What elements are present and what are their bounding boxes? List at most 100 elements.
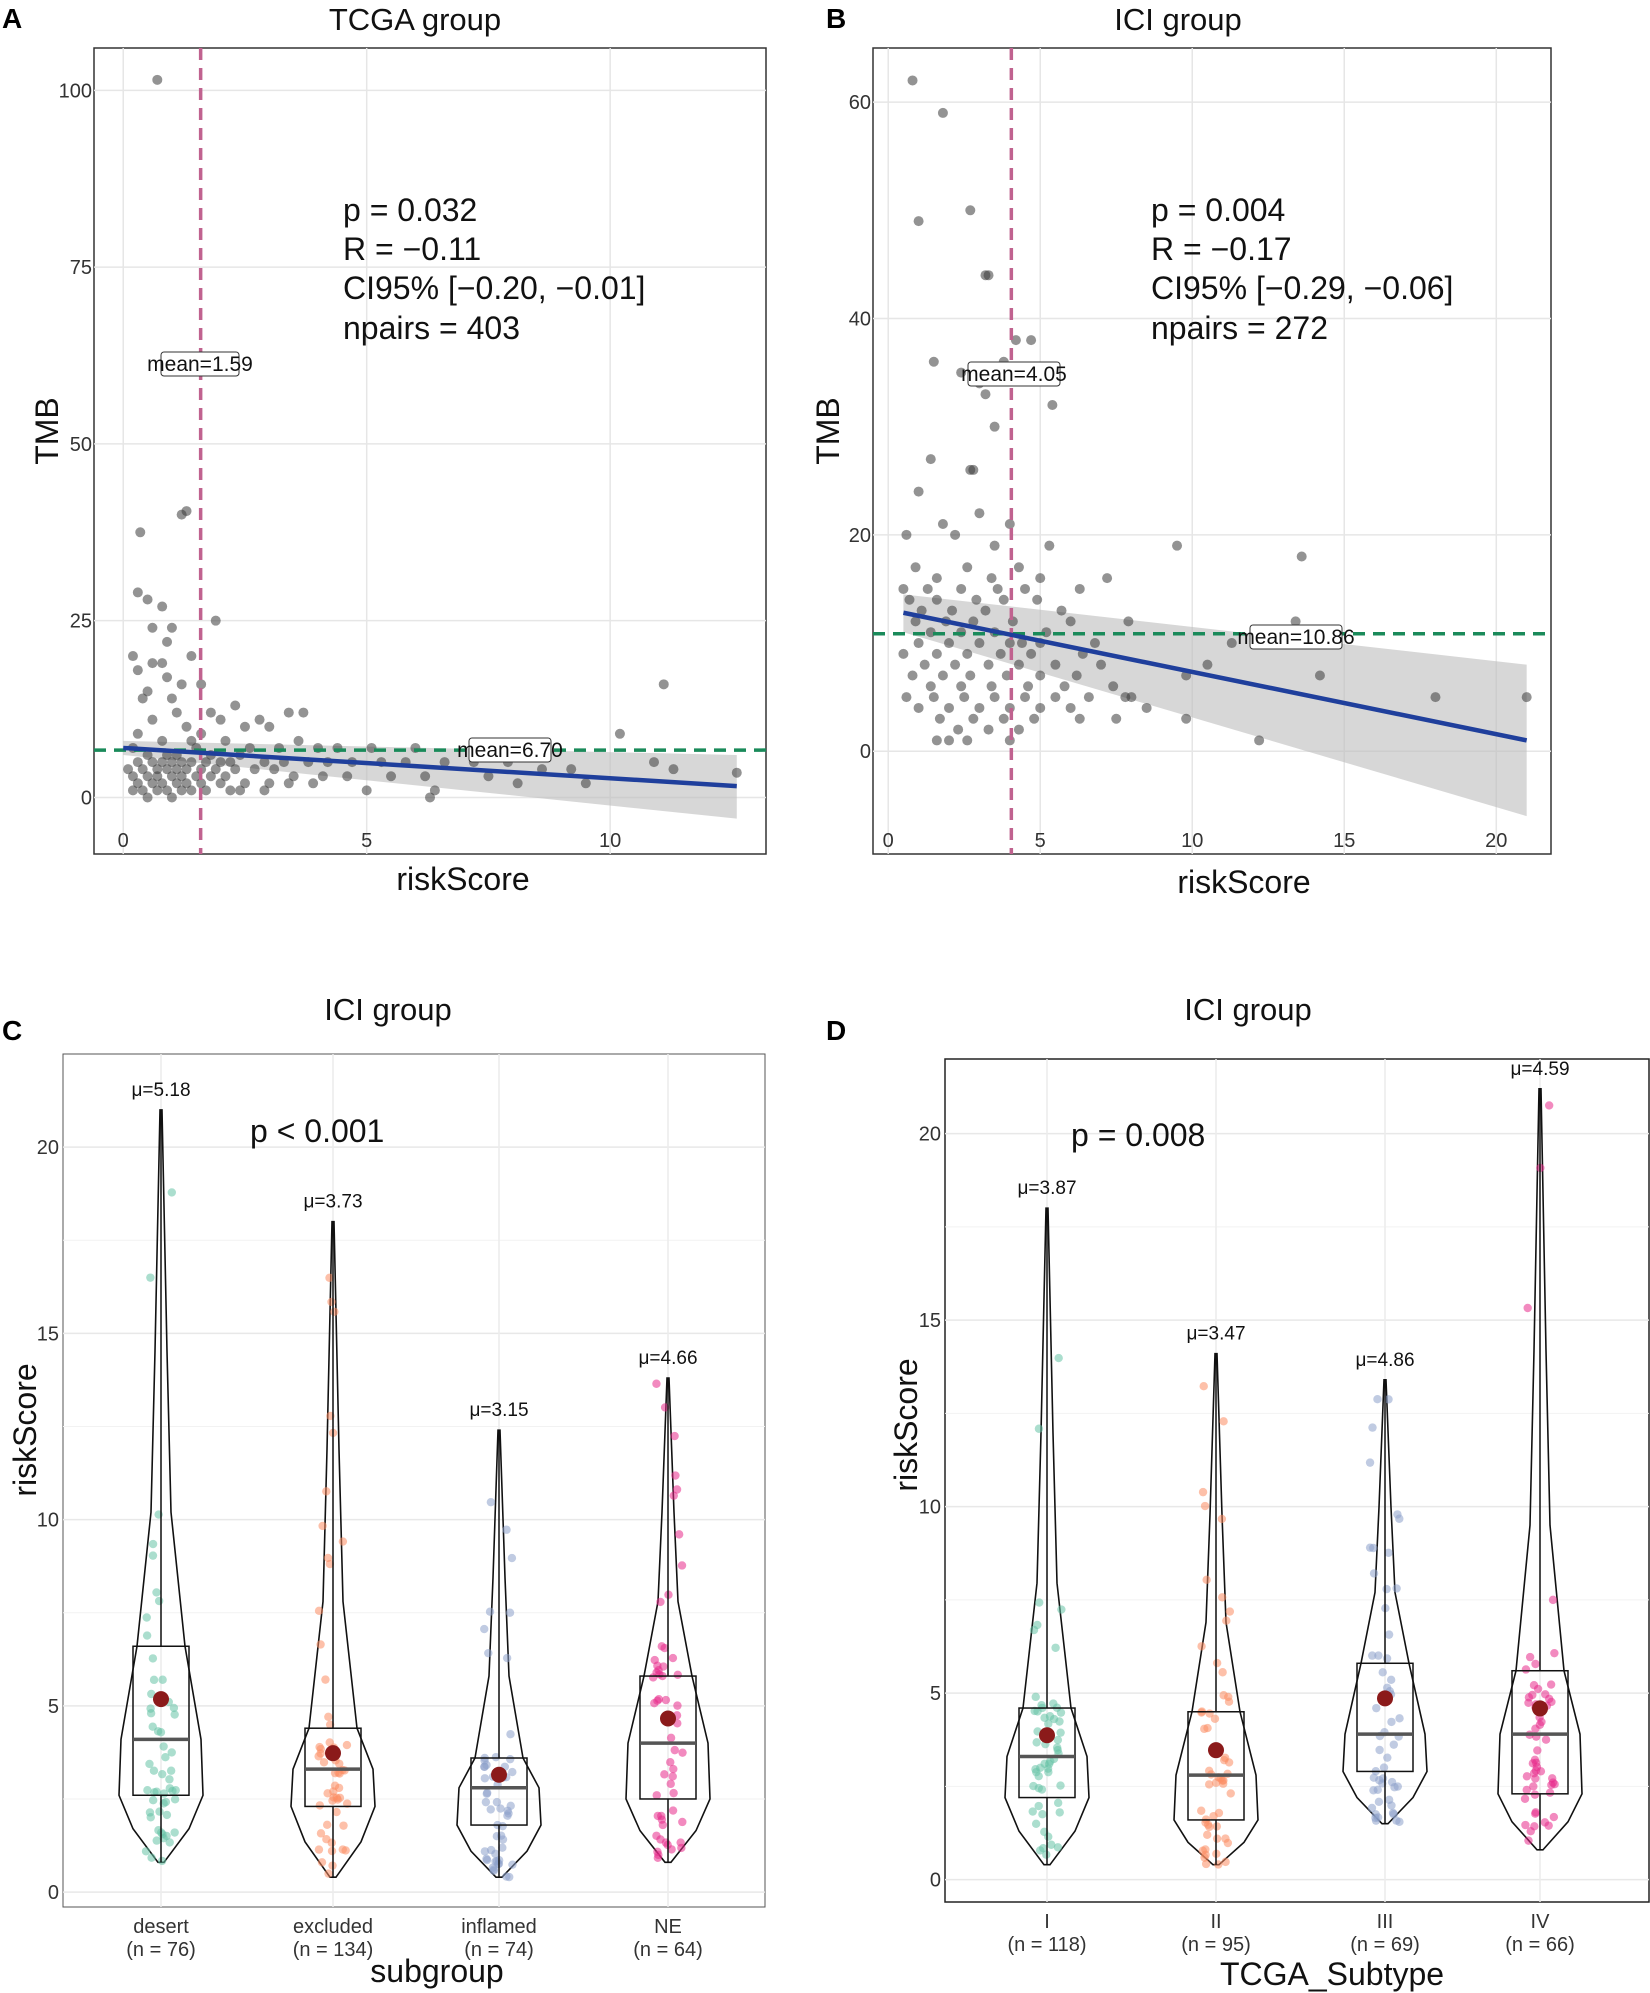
jitter-point <box>1390 1783 1399 1792</box>
data-point <box>1035 573 1046 584</box>
jitter-point <box>1378 1774 1388 1783</box>
jitter-point <box>154 1596 164 1606</box>
data-point <box>1026 648 1037 659</box>
jitter-point <box>1372 1703 1381 1713</box>
data-point <box>962 562 973 573</box>
jitter-point <box>1222 1616 1231 1625</box>
panel-b-stat-p: p = 0.004 <box>1151 192 1285 228</box>
jitter-point <box>332 1807 341 1817</box>
data-point <box>931 594 942 605</box>
panel-a-grid <box>94 48 766 854</box>
category-label: inflamed <box>461 1916 537 1938</box>
data-point <box>1296 551 1307 562</box>
data-point <box>137 785 148 796</box>
jitter-point <box>161 1797 171 1807</box>
jitter-point <box>157 1856 167 1866</box>
jitter-point <box>1056 1781 1065 1790</box>
data-point <box>968 616 979 627</box>
data-point <box>944 702 955 713</box>
data-point <box>420 771 431 782</box>
category-label: excluded <box>293 1916 373 1938</box>
jitter-point <box>330 1781 340 1790</box>
jitter-point <box>498 1821 507 1831</box>
data-point <box>157 757 168 768</box>
mean-label: μ=3.73 <box>303 1192 362 1213</box>
data-point <box>127 651 138 662</box>
jitter-point <box>480 1762 489 1772</box>
data-point <box>901 529 912 540</box>
jitter-point <box>1387 1801 1396 1810</box>
data-point <box>971 594 982 605</box>
jitter-point <box>1545 1788 1555 1797</box>
data-point <box>425 792 435 803</box>
panel-c: C ICI group μ=5.18 μ=3.73 μ=3.15 μ=4.66 0 5 1… <box>2 992 766 1989</box>
data-point <box>901 692 912 703</box>
data-point <box>283 707 294 718</box>
jitter-point <box>159 1742 168 1751</box>
jitter-point <box>656 1597 665 1607</box>
data-point <box>171 707 182 718</box>
jitter-point <box>153 1727 163 1736</box>
data-point <box>220 771 231 782</box>
jitter-point <box>318 1521 327 1531</box>
data-point <box>944 735 955 746</box>
jitter-point <box>1395 1714 1404 1723</box>
data-point <box>962 735 973 746</box>
data-point <box>1290 616 1301 627</box>
panel-b-vline-label-text: mean=4.05 <box>961 363 1067 386</box>
jitter-point <box>316 1829 326 1838</box>
data-point <box>913 486 924 497</box>
jitter-point <box>322 1820 332 1830</box>
panel-a-vline-label: mean=1.59 <box>147 351 253 377</box>
jitter-point <box>1205 1822 1214 1832</box>
data-point <box>225 757 236 768</box>
data-point <box>925 681 936 692</box>
data-point <box>907 75 918 86</box>
data-point <box>127 771 138 782</box>
data-point <box>132 778 143 789</box>
jitter-point <box>147 1853 156 1862</box>
data-point <box>980 389 991 400</box>
panel-d-violins: μ=3.87 μ=3.47 μ=4.86 μ=4.59 <box>1004 1059 1583 1869</box>
y-tick-label: 20 <box>849 525 871 547</box>
data-point <box>1141 702 1152 713</box>
y-tick-label: 0 <box>81 787 92 809</box>
jitter-point <box>338 1537 348 1546</box>
jitter-point <box>668 1806 678 1815</box>
jitter-point <box>1034 1801 1043 1811</box>
jitter-point <box>678 1748 687 1757</box>
jitter-point <box>1204 1780 1214 1789</box>
mean-point <box>491 1766 507 1783</box>
jitter-point <box>666 1758 675 1767</box>
data-point <box>205 707 216 718</box>
data-point <box>937 519 948 530</box>
data-point <box>127 785 138 796</box>
panel-b-x-axis-title: riskScore <box>1177 864 1310 900</box>
x-tick-label: 5 <box>361 830 372 852</box>
data-point <box>980 605 991 616</box>
jitter-point <box>327 1846 337 1856</box>
jitter-point <box>327 1838 336 1847</box>
data-point <box>259 785 270 796</box>
data-point <box>1065 702 1076 713</box>
data-point <box>157 778 168 789</box>
data-point <box>181 506 192 517</box>
data-point <box>898 648 909 659</box>
jitter-point <box>317 1858 327 1867</box>
y-tick-label: 0 <box>930 1870 941 1892</box>
data-point <box>259 757 270 768</box>
jitter-point <box>1210 1714 1220 1723</box>
jitter-point <box>1053 1798 1063 1808</box>
jitter-point <box>146 1704 155 1713</box>
jitter-point <box>482 1789 492 1798</box>
data-point <box>283 778 294 789</box>
data-point <box>922 583 933 594</box>
panel-c-p-annotation: p < 0.001 <box>250 1113 384 1149</box>
data-point <box>974 638 985 649</box>
data-point <box>386 771 397 782</box>
jitter-point <box>167 1188 177 1197</box>
jitter-point <box>146 1273 155 1282</box>
jitter-point <box>668 1772 677 1781</box>
y-tick-label: 5 <box>48 1696 59 1718</box>
